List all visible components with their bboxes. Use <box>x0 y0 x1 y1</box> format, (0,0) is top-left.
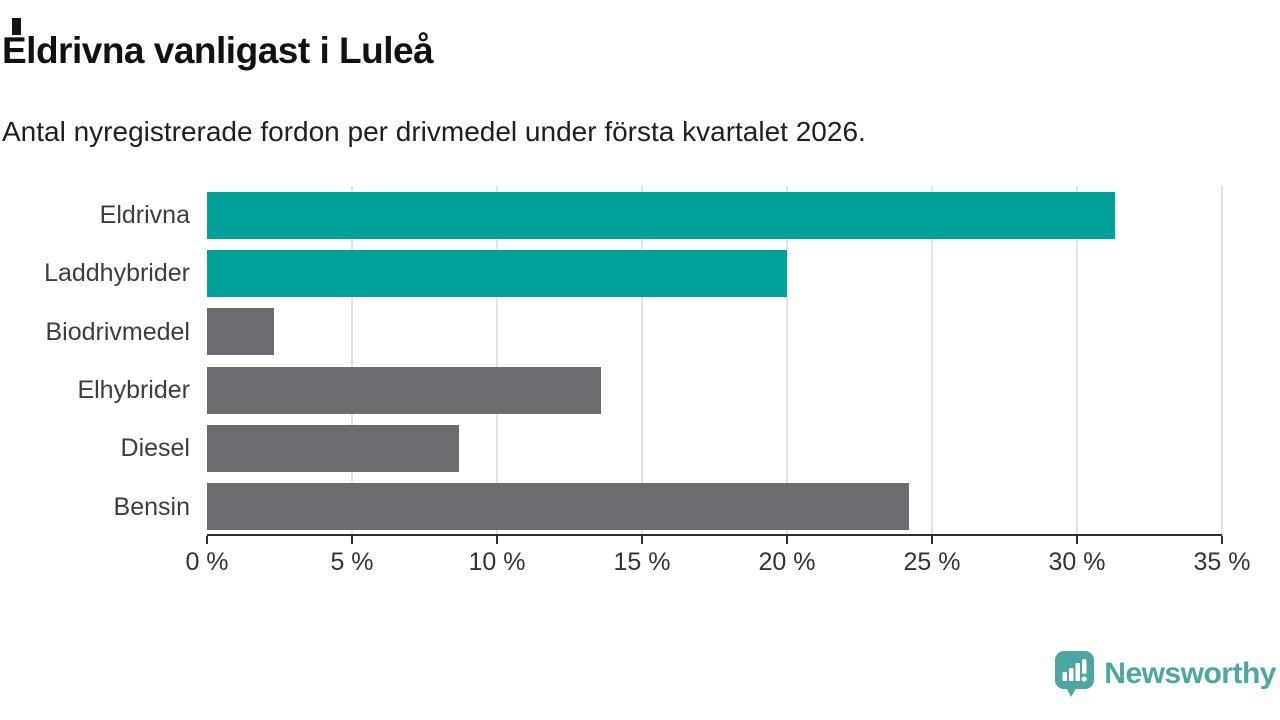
axis-tick <box>786 536 788 544</box>
x-tick-label: 30 % <box>1048 548 1106 576</box>
axis-tick <box>931 536 933 544</box>
plot-area <box>206 186 1223 544</box>
x-axis-tick-labels: 0 % 5 % 10 % 15 % 20 % 25 % 30 % 35 % <box>185 548 1250 580</box>
gridline <box>351 186 353 536</box>
bar-elhybrider <box>207 366 602 414</box>
gridline <box>1076 186 1078 536</box>
axis-tick <box>351 536 353 544</box>
axis-tick <box>206 536 208 544</box>
axis-tick <box>496 536 498 544</box>
newsworthy-logo-icon <box>1055 651 1095 697</box>
brand-name: Newsworthy <box>1104 656 1276 690</box>
category-label: Biodrivmedel <box>45 317 190 346</box>
category-label: Diesel <box>120 434 190 463</box>
bar-bensin <box>207 483 909 531</box>
bar-laddhybrider <box>207 250 787 297</box>
x-tick-label: 25 % <box>903 548 961 576</box>
x-tick-label: 0 % <box>185 548 229 576</box>
axis-tick <box>1221 536 1223 544</box>
gridline <box>641 186 643 536</box>
gridline <box>931 186 933 536</box>
category-label: Elhybrider <box>77 376 190 404</box>
category-label: Bensin <box>113 492 190 521</box>
chart-title: Eldrivna vanligast i Luleå <box>2 30 434 71</box>
x-tick-label: 5 % <box>330 548 374 576</box>
y-axis-labels: Eldrivna Laddhybrider Biodrivmedel Elhybrid… <box>0 186 190 536</box>
bar-biodrivmedel <box>207 308 274 356</box>
bar-eldrivna <box>207 191 1115 239</box>
gridline <box>1221 186 1223 536</box>
gridline <box>786 186 788 536</box>
bar-diesel <box>207 425 460 472</box>
axis-tick <box>641 536 643 544</box>
x-tick-label: 15 % <box>613 548 671 576</box>
x-tick-label: 20 % <box>758 548 816 576</box>
footer-brand: Newsworthy <box>1054 650 1276 697</box>
stray-mark <box>12 18 21 35</box>
category-label: Laddhybrider <box>44 259 190 288</box>
x-axis-line <box>207 534 1222 536</box>
chart-subtitle: Antal nyregistrerade fordon per drivmede… <box>2 116 866 147</box>
gridline <box>496 186 498 536</box>
x-tick-label: 35 % <box>1193 548 1251 576</box>
category-label: Eldrivna <box>99 201 190 229</box>
x-tick-label: 10 % <box>468 548 526 576</box>
axis-tick <box>1076 536 1078 544</box>
